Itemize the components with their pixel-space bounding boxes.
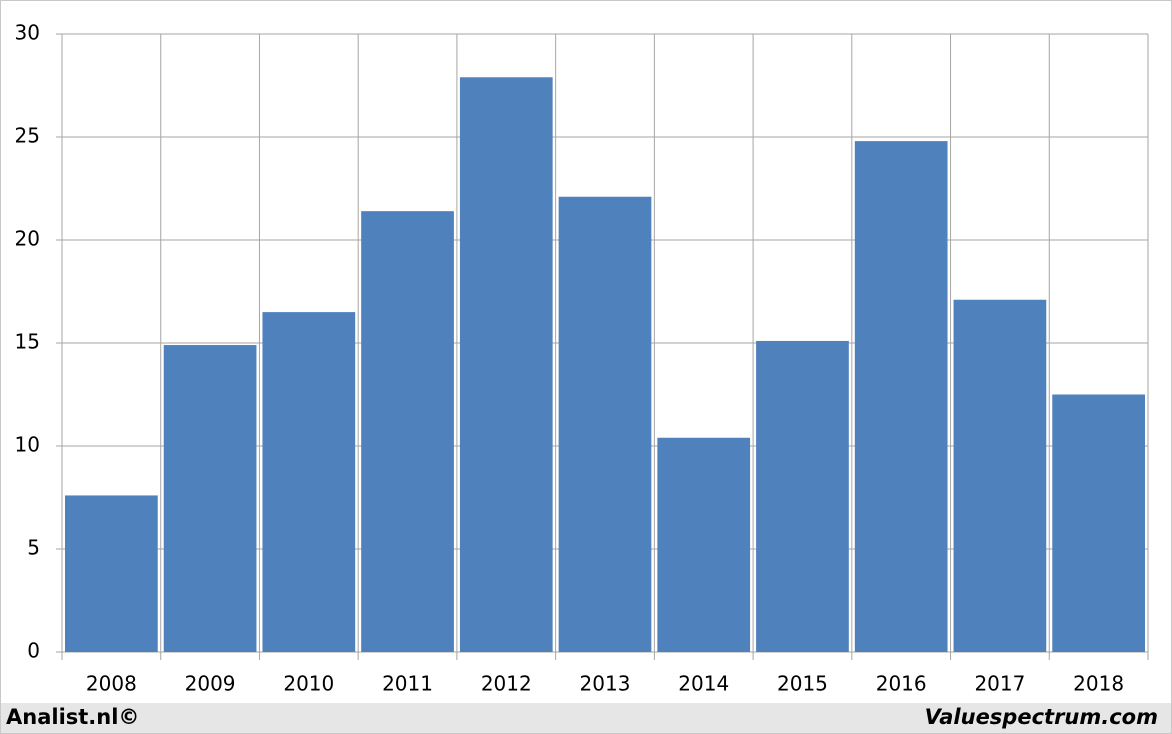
y-tick-label: 30 bbox=[15, 21, 40, 45]
footer-right: Valuespectrum.com bbox=[925, 705, 1158, 729]
x-tick-label: 2017 bbox=[974, 672, 1025, 696]
bar bbox=[163, 345, 257, 652]
x-tick-label: 2018 bbox=[1073, 672, 1124, 696]
bar bbox=[459, 77, 553, 652]
y-tick-label: 10 bbox=[15, 433, 40, 457]
bar bbox=[657, 437, 751, 652]
x-tick-label: 2011 bbox=[382, 672, 433, 696]
x-tick-label: 2015 bbox=[777, 672, 828, 696]
x-tick-label: 2014 bbox=[678, 672, 729, 696]
bar bbox=[854, 141, 948, 652]
footer-band bbox=[1, 703, 1171, 733]
x-tick-label: 2010 bbox=[283, 672, 334, 696]
bar bbox=[558, 196, 652, 653]
footer-left: Analist.nl© bbox=[6, 705, 139, 729]
x-tick-label: 2009 bbox=[185, 672, 236, 696]
y-tick-label: 20 bbox=[15, 227, 40, 251]
x-tick-label: 2008 bbox=[86, 672, 137, 696]
bar bbox=[262, 312, 356, 652]
x-tick-label: 2016 bbox=[876, 672, 927, 696]
x-tick-label: 2013 bbox=[580, 672, 631, 696]
bar bbox=[65, 495, 158, 652]
x-tick-label: 2012 bbox=[481, 672, 532, 696]
bar bbox=[756, 340, 849, 652]
bar bbox=[1052, 394, 1145, 652]
y-tick-label: 25 bbox=[15, 124, 40, 148]
bar bbox=[361, 211, 454, 652]
bar bbox=[953, 299, 1047, 652]
y-tick-label: 15 bbox=[15, 330, 40, 354]
y-tick-label: 0 bbox=[27, 639, 40, 663]
y-tick-label: 5 bbox=[27, 536, 40, 560]
